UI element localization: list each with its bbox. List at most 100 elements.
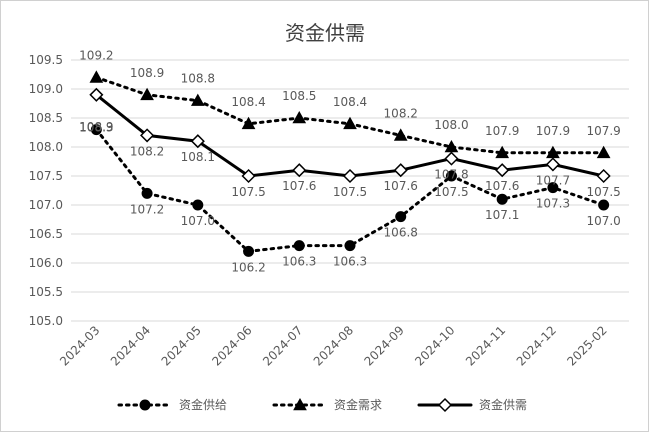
data-point <box>598 199 610 211</box>
legend-marker <box>293 397 307 411</box>
data-label: 108.4 <box>231 95 265 109</box>
data-point <box>343 116 357 130</box>
data-label: 107.7 <box>536 173 570 187</box>
data-point <box>140 87 154 101</box>
x-tick-label: 2024-10 <box>412 323 457 368</box>
data-label: 107.6 <box>282 179 316 193</box>
data-point <box>243 245 255 257</box>
data-label: 107.0 <box>181 214 215 228</box>
data-point <box>444 151 459 166</box>
data-point <box>241 168 256 184</box>
x-tick-label: 2024-11 <box>463 323 508 368</box>
series-2 <box>89 70 611 159</box>
data-label: 107.5 <box>333 185 367 199</box>
data-point <box>495 163 510 178</box>
data-point <box>393 163 408 178</box>
data-label: 107.6 <box>485 179 519 193</box>
data-point <box>545 157 560 172</box>
series-lines <box>89 70 611 257</box>
data-label: 106.8 <box>384 226 418 240</box>
data-label: 108.3 <box>79 121 113 135</box>
data-point <box>241 116 256 130</box>
legend-marker <box>139 399 151 411</box>
data-point <box>140 128 155 143</box>
y-axis-ticks: 105.0 105.5 106.0 106.5 107.0 107.5 108.0 108.5… <box>29 53 63 328</box>
x-axis-ticks: 2024-03 2024-04 2024-05 2024-06 2024-07 2024-… <box>57 323 610 368</box>
data-point <box>90 124 102 136</box>
y-tick-label: 105.0 <box>29 314 63 328</box>
data-label: 106.2 <box>231 260 265 274</box>
data-label: 108.4 <box>333 95 367 109</box>
y-tick-label: 107.0 <box>29 198 63 212</box>
data-point <box>192 199 204 211</box>
chart-title: 资金供需 <box>285 21 365 45</box>
x-tick-label: 2024-08 <box>311 323 356 368</box>
data-label: 107.1 <box>485 208 519 222</box>
series-1 <box>90 124 610 257</box>
data-label: 108.2 <box>130 144 164 158</box>
data-point <box>596 168 611 184</box>
legend: 资金供给 资金需求 资金供需 <box>117 397 527 413</box>
legend-label: 资金供给 <box>179 397 227 412</box>
data-label: 108.8 <box>181 72 215 86</box>
data-point <box>190 134 205 149</box>
data-point <box>190 93 205 106</box>
y-tick-label: 108.0 <box>29 140 63 154</box>
y-tick-label: 107.5 <box>29 169 63 183</box>
y-tick-label: 109.0 <box>29 82 63 96</box>
data-point <box>344 240 356 252</box>
data-label: 108.0 <box>434 118 468 132</box>
data-label: 108.9 <box>130 66 164 80</box>
series-line <box>94 128 606 253</box>
x-tick-label: 2024-06 <box>209 323 254 368</box>
data-point <box>293 240 305 252</box>
series-3 <box>89 87 611 184</box>
x-tick-label: 2024-12 <box>514 323 559 368</box>
y-tick-label: 109.5 <box>29 53 63 67</box>
data-point <box>292 110 307 124</box>
x-tick-label: 2024-07 <box>260 323 305 368</box>
data-label: 107.5 <box>231 185 265 199</box>
data-label: 107.0 <box>586 214 620 228</box>
y-tick-label: 106.0 <box>29 256 63 270</box>
legend-marker <box>437 397 453 413</box>
data-label: 107.8 <box>434 168 468 182</box>
data-label: 108.5 <box>282 89 316 103</box>
legend-label: 资金需求 <box>334 397 382 412</box>
data-point <box>342 168 358 184</box>
y-tick-label: 108.5 <box>29 111 63 125</box>
data-label: 108.2 <box>384 106 418 120</box>
x-tick-label: 2025-02 <box>564 323 609 368</box>
data-point <box>547 182 559 194</box>
data-label: 107.2 <box>130 202 164 216</box>
data-point <box>395 211 407 223</box>
data-label: 107.5 <box>434 185 468 199</box>
data-point <box>445 170 457 182</box>
x-tick-label: 2024-05 <box>159 323 204 368</box>
data-point <box>89 70 104 83</box>
data-label: 107.5 <box>586 185 620 199</box>
data-point <box>89 87 104 102</box>
data-point <box>495 145 510 159</box>
data-label: 107.6 <box>384 179 418 193</box>
x-tick-label: 2024-03 <box>57 323 102 368</box>
data-point <box>596 145 611 159</box>
data-point <box>292 163 307 178</box>
data-point <box>141 187 153 199</box>
legend-item: 资金需求 <box>272 397 382 412</box>
x-tick-label: 2024-09 <box>361 323 406 368</box>
x-tick-label: 2024-04 <box>108 323 153 368</box>
y-tick-label: 105.5 <box>29 285 63 299</box>
data-label: 107.3 <box>536 197 570 211</box>
legend-item: 资金供给 <box>117 397 227 412</box>
data-label: 108.9 <box>79 120 113 134</box>
data-label: 107.9 <box>586 124 620 138</box>
data-label: 108.1 <box>181 150 215 164</box>
data-label: 106.3 <box>282 255 316 269</box>
data-labels: 108.3 107.2 107.0 106.2 106.3 106.3 106.8 107.5… <box>79 48 621 274</box>
data-point <box>496 193 508 205</box>
legend-label: 资金供需 <box>479 397 527 412</box>
data-label: 107.9 <box>485 124 519 138</box>
data-label: 109.2 <box>79 48 113 62</box>
